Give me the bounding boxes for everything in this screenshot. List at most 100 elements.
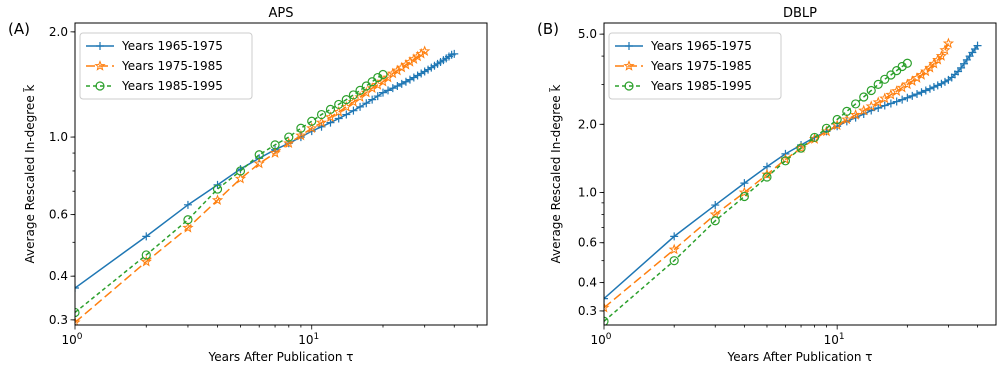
y-tick-label: 0.3 [49,313,68,327]
series-2 [604,37,955,313]
y-tick-label: 0.4 [578,276,597,290]
data-point [417,69,426,78]
data-point [405,75,414,84]
series-line [604,43,950,309]
data-point [307,116,317,126]
data-point [362,99,371,108]
data-point [408,53,420,65]
data-point [866,85,876,96]
series-line [75,50,426,323]
data-point [670,232,679,241]
data-point [316,109,327,120]
data-point [334,99,344,110]
legend-entry: Years 1985-1995 [650,79,752,93]
data-point [880,101,889,110]
data-point [397,79,406,88]
data-point [917,88,926,97]
data-point [450,49,459,58]
chart-panel-aps: (A) APS 100 101 0.3 0.4 0.6 1.0 2.0 Years After P… [8,6,488,364]
legend-box [608,32,782,100]
data-point [413,71,422,80]
data-point [404,56,416,67]
series-line [604,62,908,322]
data-point [957,63,966,72]
data-point [874,104,883,113]
data-point [183,215,193,225]
y-axis-label: Average Rescaled In-degree k̃ [23,84,37,263]
data-point [937,79,946,88]
data-point [903,93,912,102]
data-point [886,99,895,108]
legend: Years 1965-1975 Years 1975-1985 Years 1985… [79,32,253,100]
series-line [604,45,979,300]
legend-marker [95,81,105,91]
y-tick-label: 0.3 [578,304,597,318]
data-point [396,61,408,73]
data-point [333,106,345,117]
data-point [75,316,81,325]
data-point [183,200,192,209]
data-point [342,110,351,119]
data-point [880,74,890,84]
legend-marker [624,81,634,91]
data-point [393,81,402,90]
data-point [851,99,861,109]
data-point [235,166,246,176]
data-point [253,157,265,169]
data-point [334,114,343,123]
data-point [388,84,397,93]
data-point [348,90,359,100]
legend-entry: Years 1965-1975 [650,39,752,53]
data-point [270,140,280,150]
data-point [341,94,351,105]
chart-panel-dblp: (B) DBLP 100 101 0.3 0.4 0.6 1.0 2.0 5.0 Years Aft… [537,6,997,364]
data-point [269,147,281,158]
data-point [315,116,328,128]
plot-frame [603,22,997,326]
data-point [906,75,918,86]
data-point [908,91,917,100]
data-point [939,44,951,55]
x-tick-label: 100 [590,332,611,347]
y-tick-label: 0.6 [49,208,68,222]
data-point [897,61,907,72]
chart-title: DBLP [783,6,817,21]
data-point [306,122,318,134]
data-point [831,119,843,131]
series-1 [604,41,982,303]
data-point [409,73,418,82]
data-point [361,81,371,91]
data-point [842,106,852,117]
data-point [821,123,832,133]
data-point [604,294,608,303]
data-point [942,37,955,49]
data-point [419,45,431,57]
y-tick-label: 2.0 [578,117,597,131]
data-point [212,184,223,194]
data-point [604,316,609,325]
data-point [415,47,427,59]
data-point [420,67,429,76]
legend-entry: Years 1965-1975 [121,39,223,53]
legend-entry: Years 1975-1985 [650,59,752,73]
panel-label: (A) [8,20,30,38]
data-point [75,307,80,318]
x-tick-label: 100 [61,332,82,347]
data-point [841,113,853,125]
legend-marker [96,42,104,50]
x-tick-label: 101 [298,332,319,347]
data-point [913,90,922,99]
data-point [940,77,949,86]
data-point [911,72,923,83]
data-point [902,58,912,68]
data-point [873,79,883,90]
data-point [739,191,749,202]
y-axis-label: Average Rescaled In-degree k̃ [549,84,563,263]
data-point [879,92,891,104]
data-point [921,86,930,95]
data-point [796,143,806,153]
data-point [886,70,896,80]
data-point [604,301,610,313]
data-point [391,64,403,76]
data-point [849,108,862,120]
